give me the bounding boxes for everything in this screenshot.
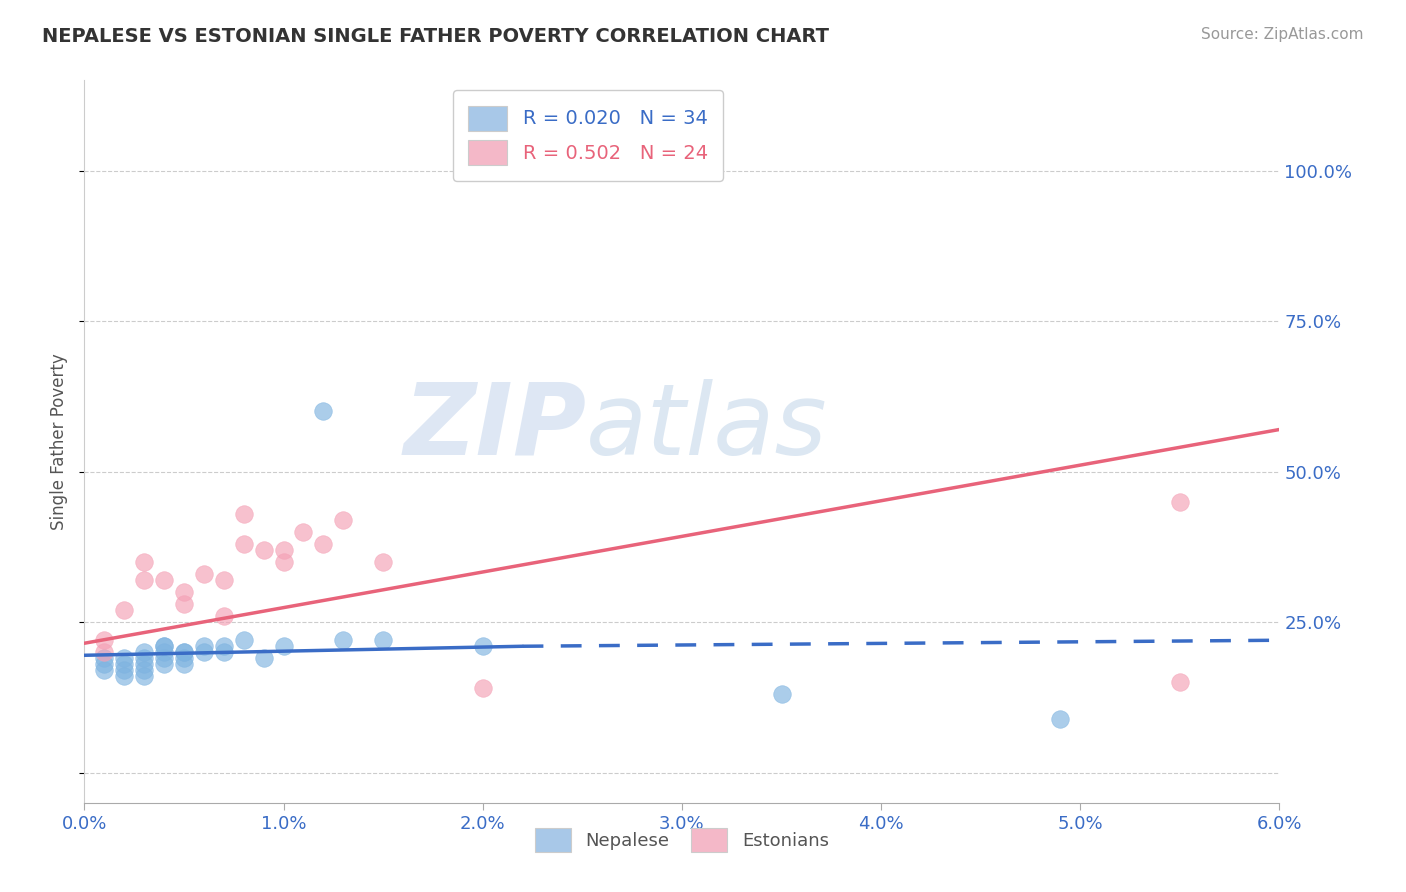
Point (253, 651, 276, 665)
Point (153, 645, 176, 659)
Point (373, 633, 395, 648)
Point (173, 645, 195, 659)
Point (173, 645, 195, 659)
Point (93, 645, 115, 659)
Point (273, 542, 295, 557)
Point (173, 651, 195, 665)
Point (332, 513, 354, 527)
Point (132, 645, 156, 659)
Point (112, 603, 135, 617)
Point (512, 163, 534, 178)
Point (153, 573, 176, 587)
Point (193, 639, 215, 653)
Point (193, 645, 215, 659)
Point (232, 507, 254, 521)
Point (212, 639, 235, 653)
Point (212, 573, 235, 587)
Point (93, 651, 115, 665)
Point (93, 657, 115, 672)
Legend: Nepalese, Estonians: Nepalese, Estonians (527, 822, 837, 859)
Point (132, 573, 156, 587)
Point (471, 681, 494, 696)
Point (770, 687, 793, 701)
Point (212, 645, 235, 659)
Point (153, 639, 176, 653)
Point (1168, 675, 1191, 690)
Point (253, 542, 276, 557)
Text: Source: ZipAtlas.com: Source: ZipAtlas.com (1201, 27, 1364, 42)
Point (1168, 494, 1191, 508)
Point (173, 597, 195, 611)
Point (471, 639, 494, 653)
Point (93, 633, 115, 648)
Point (132, 669, 156, 683)
Y-axis label: Single Father Poverty: Single Father Poverty (51, 353, 69, 530)
Point (332, 633, 354, 648)
Point (132, 664, 156, 678)
Point (212, 609, 235, 624)
Point (273, 555, 295, 569)
Point (112, 669, 135, 683)
Point (112, 657, 135, 672)
Point (312, 537, 335, 551)
Point (232, 633, 254, 648)
Point (1049, 712, 1071, 726)
Text: ZIP: ZIP (404, 378, 586, 475)
Point (373, 555, 395, 569)
Point (312, 404, 335, 418)
Text: atlas: atlas (586, 378, 828, 475)
Point (153, 657, 176, 672)
Point (153, 651, 176, 665)
Point (153, 639, 176, 653)
Point (93, 664, 115, 678)
Text: NEPALESE VS ESTONIAN SINGLE FATHER POVERTY CORRELATION CHART: NEPALESE VS ESTONIAN SINGLE FATHER POVER… (42, 27, 830, 45)
Point (112, 664, 135, 678)
Point (273, 639, 295, 653)
Point (292, 524, 315, 539)
Point (173, 657, 195, 672)
Point (132, 651, 156, 665)
Point (132, 555, 156, 569)
Point (112, 651, 135, 665)
Point (132, 657, 156, 672)
Point (232, 537, 254, 551)
Point (193, 567, 215, 582)
Point (173, 585, 195, 599)
